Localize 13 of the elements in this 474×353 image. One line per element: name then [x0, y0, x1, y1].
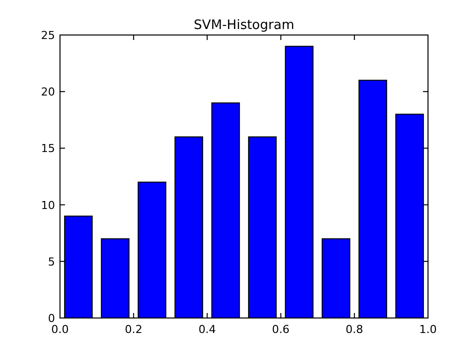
- x-tick-label: 0.4: [198, 323, 216, 336]
- y-tick-label: 20: [41, 86, 55, 99]
- x-tick-label: 0.8: [346, 323, 364, 336]
- y-tick-label: 25: [41, 29, 55, 42]
- x-tick-label: 0.0: [51, 323, 69, 336]
- x-tick-label: 1.0: [419, 323, 437, 336]
- y-tick-label: 15: [41, 142, 55, 156]
- y-tick-label: 5: [48, 255, 55, 268]
- y-tick-label: 10: [41, 198, 55, 212]
- y-tick-label: 0: [48, 312, 55, 325]
- chart-title: SVM-Histogram: [194, 18, 294, 33]
- x-tick-label: 0.6: [272, 323, 290, 336]
- x-tick-label: 0.2: [124, 323, 142, 336]
